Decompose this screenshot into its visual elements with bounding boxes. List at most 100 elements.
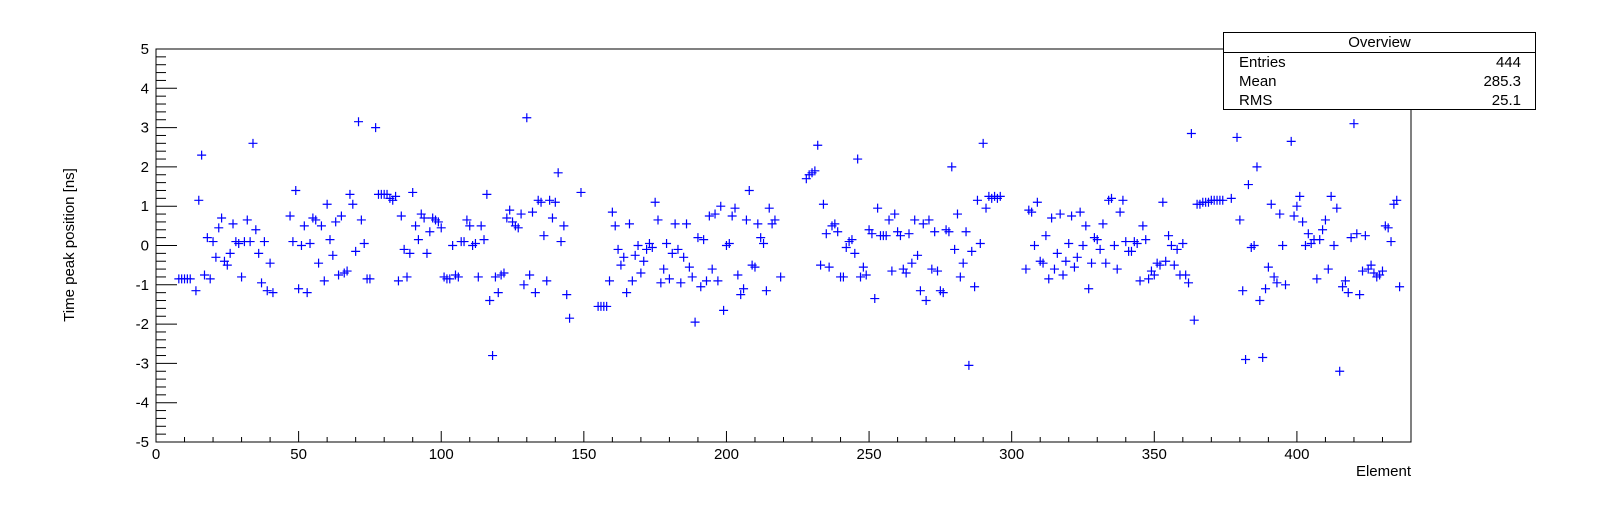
data-point xyxy=(884,215,894,225)
data-point xyxy=(647,242,657,252)
data-point xyxy=(833,227,843,237)
data-point xyxy=(576,187,586,197)
data-point xyxy=(676,278,686,288)
data-point xyxy=(873,203,883,213)
data-point xyxy=(328,250,338,260)
data-point xyxy=(419,213,429,223)
data-point xyxy=(887,266,897,276)
stats-box: Overview Entries 444 Mean 285.3 RMS 25.1 xyxy=(1223,32,1536,110)
data-point xyxy=(562,290,572,300)
data-point xyxy=(659,264,669,274)
data-point xyxy=(619,252,629,262)
data-point xyxy=(693,233,703,243)
data-point xyxy=(1138,221,1148,231)
data-point xyxy=(1118,195,1128,205)
data-point xyxy=(858,262,868,272)
data-point xyxy=(1358,266,1368,276)
data-point xyxy=(356,215,366,225)
y-axis-tick-labels: -5 -4 -3 -2 -1 0 1 2 3 4 5 xyxy=(136,41,149,451)
data-point xyxy=(499,268,509,278)
data-point xyxy=(1126,246,1136,256)
data-point xyxy=(847,235,857,245)
data-point xyxy=(701,276,711,286)
data-point xyxy=(222,260,232,270)
data-point xyxy=(345,189,355,199)
data-point xyxy=(776,272,786,282)
data-point xyxy=(525,270,535,280)
data-point xyxy=(445,274,455,284)
data-point xyxy=(770,215,780,225)
data-point xyxy=(296,241,306,250)
data-point xyxy=(1030,241,1039,250)
data-point xyxy=(1052,248,1062,258)
data-point xyxy=(476,221,486,231)
data-point xyxy=(257,278,267,288)
data-point xyxy=(259,237,269,247)
data-point xyxy=(944,227,954,237)
data-point xyxy=(1218,195,1228,205)
data-point xyxy=(1164,231,1174,241)
data-point xyxy=(915,286,925,296)
data-point xyxy=(422,248,432,258)
stats-row-entries: Entries 444 xyxy=(1224,53,1535,72)
data-point xyxy=(818,199,828,209)
data-point xyxy=(299,221,309,231)
data-point xyxy=(1072,252,1082,262)
data-point xyxy=(1249,241,1259,250)
data-point xyxy=(1272,278,1282,288)
data-point xyxy=(1360,231,1370,241)
data-point xyxy=(493,288,503,298)
data-point xyxy=(950,244,960,254)
data-point xyxy=(1278,241,1288,250)
data-point xyxy=(605,276,615,286)
data-point xyxy=(967,246,977,256)
data-point xyxy=(867,229,877,239)
data-point xyxy=(1149,270,1159,280)
data-point xyxy=(653,215,663,225)
data-point xyxy=(1038,258,1048,268)
data-point xyxy=(933,266,943,276)
data-point xyxy=(365,274,375,284)
data-point xyxy=(405,248,415,258)
data-point xyxy=(536,197,546,207)
data-point xyxy=(642,244,652,254)
data-point xyxy=(938,288,948,298)
data-point xyxy=(393,276,403,286)
data-point xyxy=(1186,128,1196,138)
data-point xyxy=(1343,288,1353,298)
data-point xyxy=(1178,239,1188,249)
data-point xyxy=(1189,315,1199,325)
data-point xyxy=(1298,217,1308,227)
data-point xyxy=(1292,201,1302,211)
data-point xyxy=(1169,260,1179,270)
data-point xyxy=(519,280,529,290)
x-axis-label: Element xyxy=(1356,463,1412,480)
data-point xyxy=(741,215,751,225)
data-point xyxy=(539,231,549,241)
data-point xyxy=(713,276,723,286)
data-point xyxy=(214,223,224,233)
x-tick-label: 350 xyxy=(1142,446,1167,463)
data-point xyxy=(351,246,361,256)
data-point xyxy=(1320,215,1330,225)
y-tick-label: -5 xyxy=(136,434,149,451)
data-point xyxy=(921,296,931,306)
data-point xyxy=(1286,136,1296,146)
data-point xyxy=(302,288,312,298)
data-point xyxy=(482,189,492,199)
data-point xyxy=(1121,237,1131,247)
data-point xyxy=(978,138,988,148)
data-point xyxy=(816,260,826,270)
data-point xyxy=(545,195,555,205)
data-point xyxy=(530,288,540,298)
data-point xyxy=(607,207,617,217)
data-point xyxy=(1172,244,1182,254)
data-point xyxy=(870,294,880,304)
data-point xyxy=(391,191,401,201)
data-point xyxy=(485,296,495,306)
data-point xyxy=(838,272,848,282)
data-point xyxy=(1161,256,1171,266)
data-point xyxy=(1092,235,1102,245)
x-axis-ticks xyxy=(155,431,1412,442)
data-point xyxy=(268,288,278,298)
